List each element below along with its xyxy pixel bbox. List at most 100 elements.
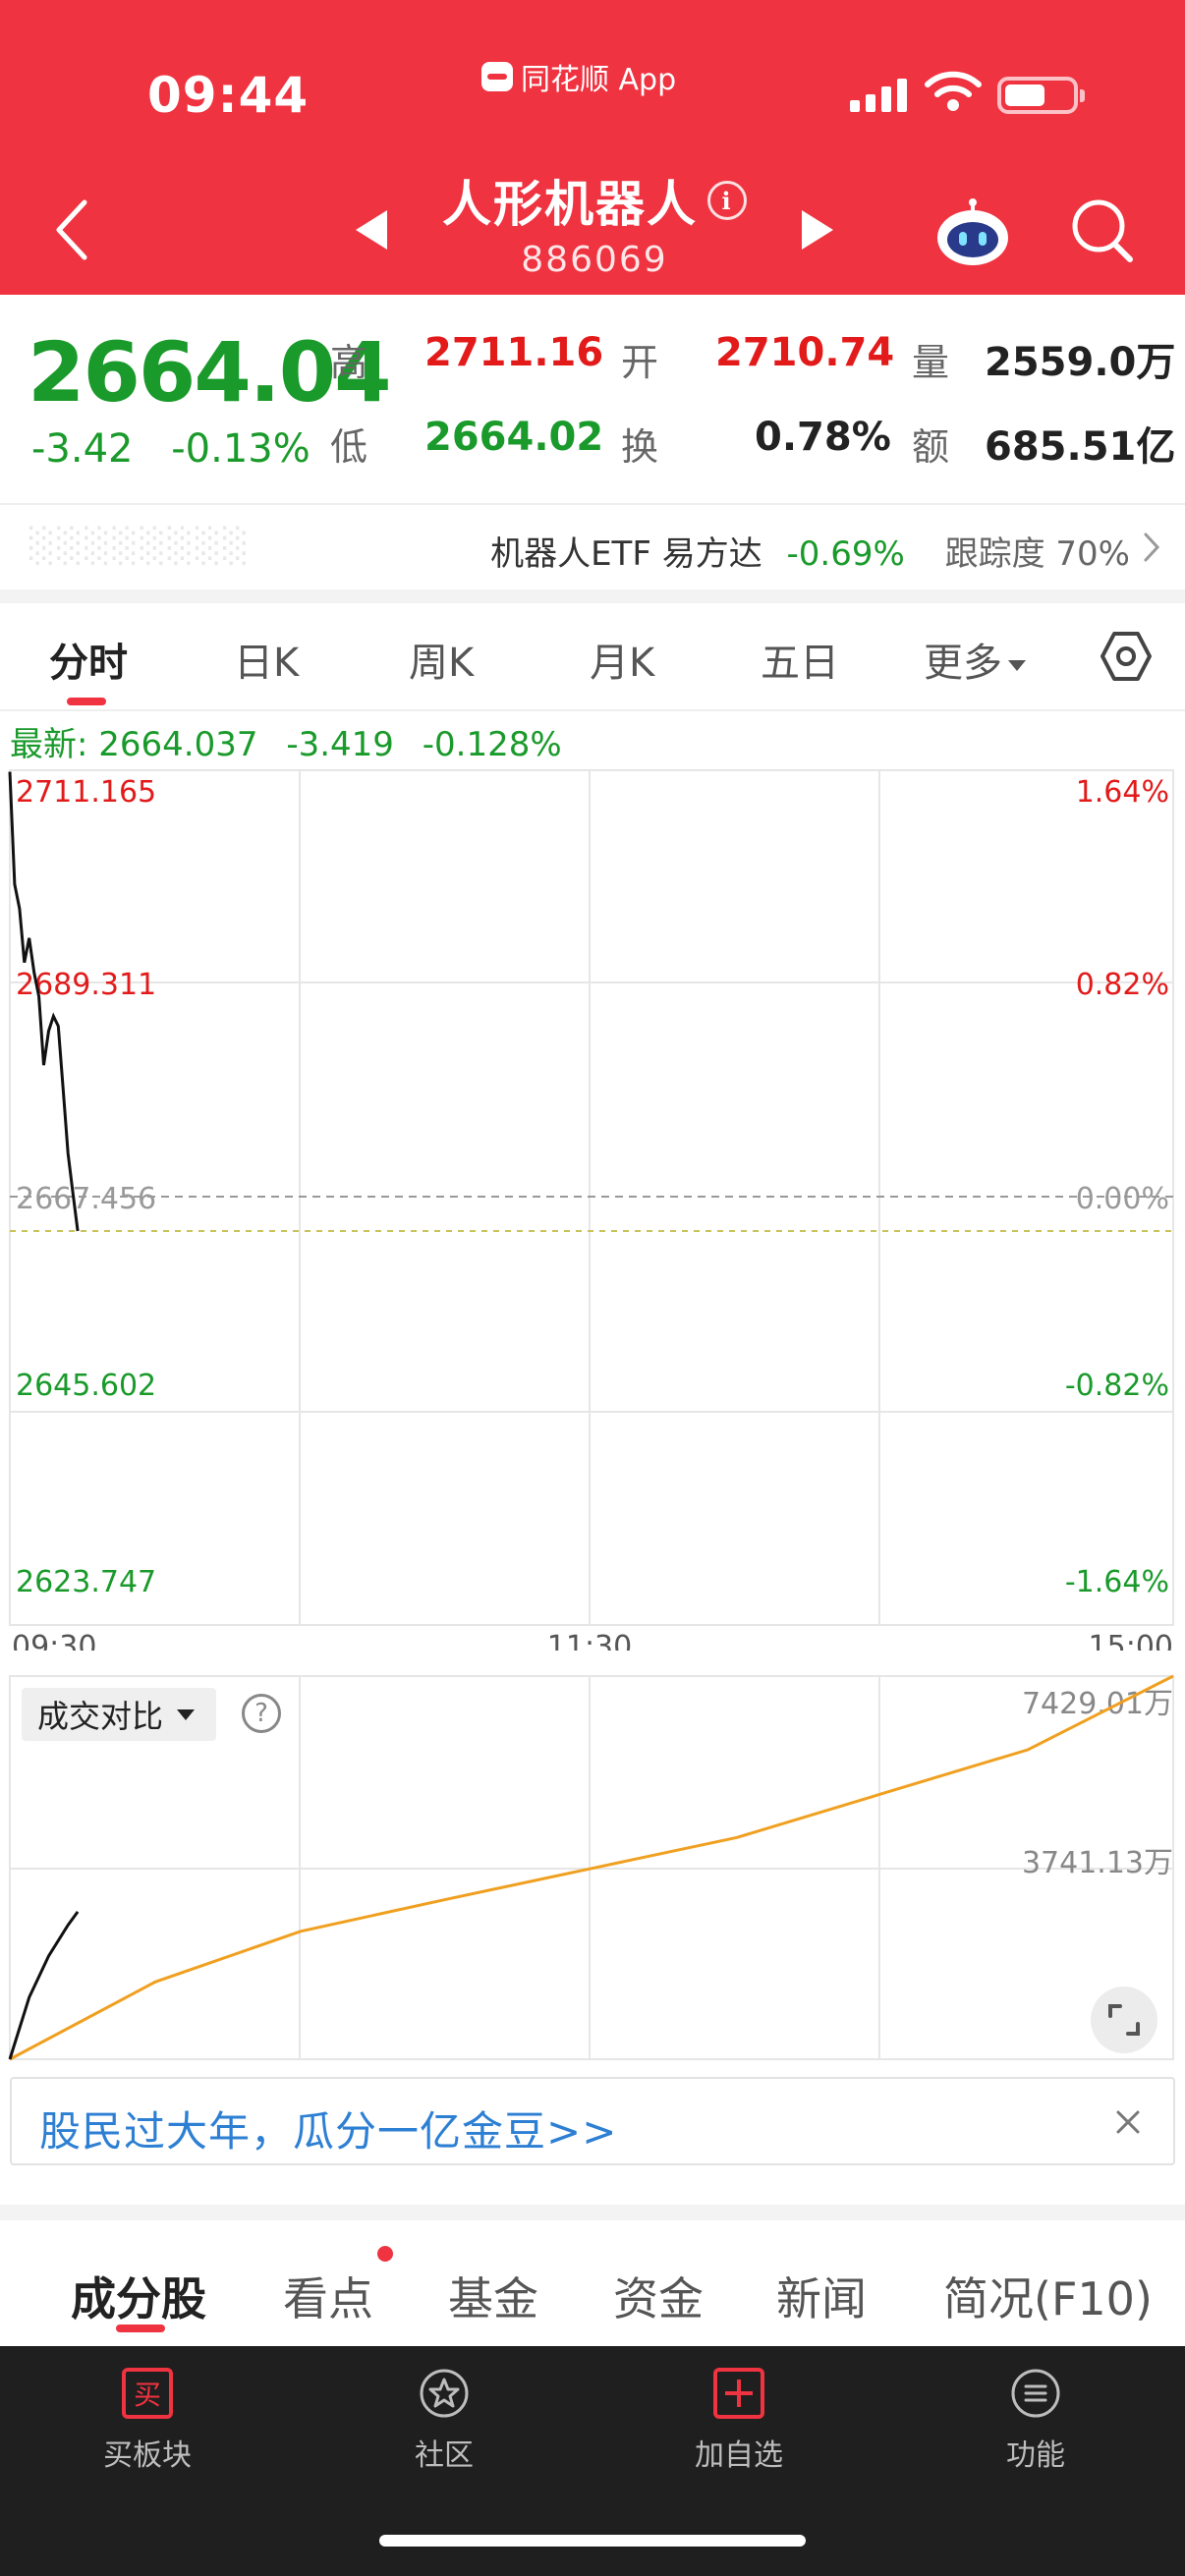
y-left-tick-label: 2623.747 [16,1565,156,1599]
quote-panel: 2664.04 -3.42 -0.13% 高 2711.16 低 2664.02… [0,295,1185,503]
toolbar-functions-label: 功能 [1006,2438,1065,2473]
toolbar-community[interactable]: 社区 [346,2366,542,2474]
price-change-pct: -0.13% [171,426,310,472]
toolbar-buy-label: 买板块 [103,2438,192,2473]
etf-info: 机器人ETF 易方达 -0.69% 跟踪度 70% [490,527,1130,575]
home-indicator [379,2535,806,2547]
latest-readout: 最新: 2664.037 -3.419 -0.128% [10,717,580,765]
tab-constituents[interactable]: 成分股 [71,2272,206,2325]
x-tick-label: 15:00 [1089,1630,1173,1651]
detail-tabs: 成分股 看点 基金 资金 新闻 简况(F10) [0,2220,1185,2346]
volume-label: 量 [912,341,950,384]
tab-funds[interactable]: 基金 [448,2272,538,2325]
y-left-tick-label: 2711.165 [16,775,156,810]
etf-tracking: 跟踪度 70% [944,534,1130,574]
tab-monthly-k[interactable]: 月K [590,641,655,686]
chevron-right-icon [1144,532,1160,562]
latest-change-pct: -0.128% [422,725,562,764]
period-tabs: 分时 日K 周K 月K 五日 更多 [0,603,1185,711]
volume-mode-dropdown[interactable]: 成交对比 [22,1688,217,1741]
status-app-indicator[interactable]: 同花顺 App [481,55,676,98]
status-app-name: 同花顺 App [521,63,677,97]
toolbar-functions[interactable]: 功能 [937,2366,1134,2474]
status-time: 09:44 [147,67,310,124]
fullscreen-icon[interactable] [1091,1987,1157,2053]
y-left-tick-label: 2645.602 [16,1369,156,1403]
tab-capital[interactable]: 资金 [613,2272,704,2325]
toolbar-add-label: 加自选 [695,2438,783,2473]
buy-icon: 买 [122,2368,173,2419]
x-tick-label: 11:30 [547,1630,632,1651]
section-divider [0,589,1185,603]
toolbar-add-watchlist[interactable]: 加自选 [641,2366,837,2474]
app-header: 09:44 同花顺 App 人形机器人 i 886069 [0,0,1185,295]
turnover-value: 0.78% [755,415,891,460]
vol-mid-label: 3741.13万 [1022,1846,1173,1880]
y-right-tick-label: -1.64% [1065,1565,1169,1599]
tab-more-label: 更多 [924,641,1002,686]
active-detail-tab-indicator [116,2324,165,2332]
latest-change: -3.419 [286,725,394,764]
y-left-tick-label: 2667.456 [16,1182,156,1216]
page-title: 人形机器人 [442,176,698,233]
amount-label: 额 [912,425,950,469]
tab-more[interactable]: 更多 [924,631,1026,688]
price-change: -3.42 [31,426,134,472]
intraday-chart[interactable]: 2711.165 2689.311 2667.456 2645.602 2623… [0,766,1185,1651]
etf-name: 机器人ETF 易方达 [490,534,762,574]
price-change-line: -3.42 -0.13% [31,426,336,472]
promo-banner[interactable]: 股民过大年，瓜分一亿金豆>> [10,2077,1175,2165]
volume-mode-label: 成交对比 [37,1698,164,1735]
toolbar-buy[interactable]: 买 买板块 [49,2366,246,2474]
y-right-tick-label: 0.82% [1076,968,1169,1002]
high-value: 2711.16 [424,330,604,375]
open-value: 2710.74 [715,330,895,375]
menu-icon [1011,2369,1060,2418]
tab-news[interactable]: 新闻 [776,2272,867,2325]
high-label: 高 [330,341,368,384]
help-icon[interactable]: ? [242,1694,281,1733]
search-icon[interactable] [1069,196,1136,265]
turnover-label: 换 [621,425,659,469]
etf-change-pct: -0.69% [786,534,905,574]
amount-value: 685.51亿 [985,424,1176,470]
active-tab-indicator [67,698,106,705]
open-label: 开 [621,341,659,384]
robot-assistant-icon[interactable] [935,196,1010,267]
section-divider [0,2205,1185,2220]
current-price: 2664.04 [28,324,392,420]
back-icon[interactable] [49,196,96,263]
ths-logo-icon [481,62,513,91]
related-etf-bar[interactable]: ░░░░░░░░ 机器人ETF 易方达 -0.69% 跟踪度 70% [0,503,1185,589]
tab-weekly-k[interactable]: 周K [409,641,475,686]
battery-icon [997,77,1085,114]
tab-daily-k[interactable]: 日K [234,641,300,686]
caret-down-icon [177,1708,196,1720]
next-index-icon[interactable] [798,206,837,253]
close-icon[interactable] [1108,2102,1148,2142]
volume-compare-chart[interactable]: 7429.01万 3741.13万 [0,1670,1185,2063]
prev-day-volume-line [9,1674,1174,2061]
prev-index-icon[interactable] [352,206,391,253]
vol-top-label: 7429.01万 [1022,1687,1173,1721]
y-right-tick-label: 1.64% [1076,775,1169,810]
info-icon[interactable]: i [707,181,747,220]
header-title-block: 人形机器人 i 886069 [403,165,786,280]
low-label: 低 [330,425,368,469]
tab-intraday[interactable]: 分时 [49,641,128,686]
add-icon [713,2368,764,2419]
y-right-tick-label: -0.82% [1065,1369,1169,1403]
community-icon [420,2369,469,2418]
tab-highlights[interactable]: 看点 [283,2272,373,2325]
tab-profile-f10[interactable]: 简况(F10) [943,2272,1153,2325]
x-tick-label: 09:30 [12,1630,96,1651]
y-right-tick-label: 0.00% [1076,1182,1169,1216]
toolbar-community-label: 社区 [415,2438,474,2473]
svg-text:买: 买 [134,2379,161,2411]
volume-value: 2559.0万 [985,340,1176,385]
today-volume-line [8,1911,80,2060]
index-code: 886069 [521,240,668,280]
tab-five-day[interactable]: 五日 [761,641,839,686]
bottom-toolbar: 买 买板块 社区 加自选 功能 [0,2346,1185,2576]
chart-settings-icon[interactable] [1099,629,1154,684]
